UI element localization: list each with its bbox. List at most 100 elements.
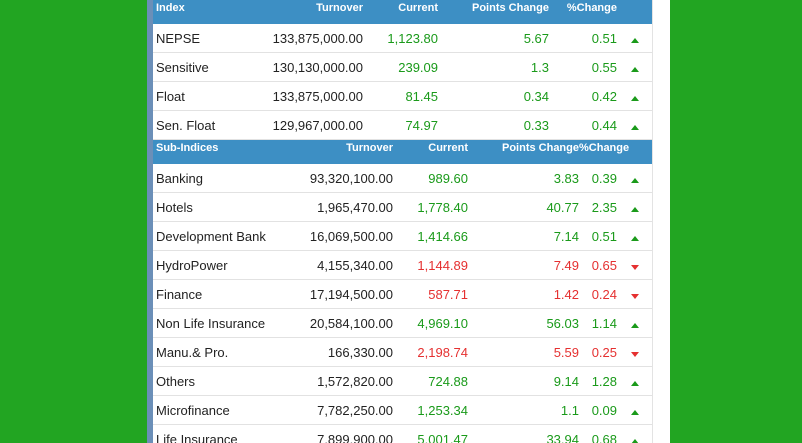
points-change-value: 5.59 (468, 337, 579, 367)
pct-change-value: 0.25 (579, 337, 617, 367)
index-name: Hotels (153, 192, 278, 222)
pct-change-value: 0.51 (579, 221, 617, 251)
table-row: Hotels 1,965,470.00 1,778.40 40.77 2.35 (153, 192, 652, 222)
pct-change-value: 0.39 (579, 164, 617, 193)
turnover-value: 93,320,100.00 (278, 164, 393, 193)
index-name: Sen. Float (153, 110, 248, 140)
pct-change-value: 0.65 (579, 250, 617, 280)
header-points-change: Points Change (468, 140, 579, 164)
sub-indices-table: Sub-Indices Turnover Current Points Chan… (153, 140, 652, 443)
pct-change-value: 0.44 (549, 110, 617, 140)
turnover-value: 20,584,100.00 (278, 308, 393, 338)
arrow-up-icon (630, 322, 639, 328)
table-row: Sen. Float 129,967,000.00 74.97 0.33 0.44 (153, 110, 652, 140)
index-name: Others (153, 366, 278, 396)
table-row: Banking 93,320,100.00 989.60 3.83 0.39 (153, 164, 652, 193)
turnover-value: 166,330.00 (278, 337, 393, 367)
table-row: Non Life Insurance 20,584,100.00 4,969.10 5… (153, 308, 652, 338)
arrow-up-icon (630, 438, 639, 443)
pct-change-value: 0.42 (549, 81, 617, 111)
index-table: Index Turnover Current Points Change %Ch… (153, 0, 652, 140)
index-name: Non Life Insurance (153, 308, 278, 338)
header-current: Current (363, 0, 438, 24)
current-value: 81.45 (363, 81, 438, 111)
pct-change-value: 0.55 (549, 52, 617, 82)
index-name: Float (153, 81, 248, 111)
current-value: 1,778.40 (393, 192, 468, 222)
pct-change-value: 0.24 (579, 279, 617, 309)
points-change-value: 7.49 (468, 250, 579, 280)
header-pct-change: %Change (579, 140, 629, 164)
pct-change-value: 0.68 (579, 424, 617, 443)
header-sub-indices: Sub-Indices (153, 140, 278, 164)
arrow-down-icon (630, 293, 639, 299)
turnover-value: 130,130,000.00 (248, 52, 363, 82)
arrow-down-icon (630, 351, 639, 357)
points-change-value: 5.67 (438, 24, 549, 53)
turnover-value: 4,155,340.00 (278, 250, 393, 280)
index-name: Sensitive (153, 52, 248, 82)
index-name: Finance (153, 279, 278, 309)
market-indices-panel: Index Turnover Current Points Change %Ch… (153, 0, 652, 443)
pct-change-value: 1.14 (579, 308, 617, 338)
pct-change-value: 0.09 (579, 395, 617, 425)
pct-change-value: 2.35 (579, 192, 617, 222)
turnover-value: 133,875,000.00 (248, 81, 363, 111)
header-turnover: Turnover (278, 140, 393, 164)
arrow-up-icon (630, 37, 639, 43)
current-value: 1,123.80 (363, 24, 438, 53)
turnover-value: 17,194,500.00 (278, 279, 393, 309)
current-value: 1,414.66 (393, 221, 468, 251)
current-value: 74.97 (363, 110, 438, 140)
table-row: Float 133,875,000.00 81.45 0.34 0.42 (153, 81, 652, 111)
turnover-value: 16,069,500.00 (278, 221, 393, 251)
turnover-value: 1,965,470.00 (278, 192, 393, 222)
arrow-up-icon (630, 95, 639, 101)
points-change-value: 40.77 (468, 192, 579, 222)
table-row: NEPSE 133,875,000.00 1,123.80 5.67 0.51 (153, 24, 652, 53)
turnover-value: 7,899,900.00 (278, 424, 393, 443)
header-turnover: Turnover (248, 0, 363, 24)
index-name: NEPSE (153, 24, 248, 53)
points-change-value: 9.14 (468, 366, 579, 396)
index-name: Life Insurance (153, 424, 278, 443)
points-change-value: 7.14 (468, 221, 579, 251)
current-value: 1,144.89 (393, 250, 468, 280)
table-row: Microfinance 7,782,250.00 1,253.34 1.1 0.09 (153, 395, 652, 425)
pct-change-value: 0.51 (549, 24, 617, 53)
arrow-up-icon (630, 409, 639, 415)
turnover-value: 133,875,000.00 (248, 24, 363, 53)
points-change-value: 56.03 (468, 308, 579, 338)
arrow-up-icon (630, 206, 639, 212)
table-row: HydroPower 4,155,340.00 1,144.89 7.49 0.65 (153, 250, 652, 280)
scrollbar-gutter[interactable] (652, 0, 670, 443)
turnover-value: 7,782,250.00 (278, 395, 393, 425)
header-current: Current (393, 140, 468, 164)
current-value: 5,001.47 (393, 424, 468, 443)
points-change-value: 0.33 (438, 110, 549, 140)
current-value: 239.09 (363, 52, 438, 82)
table-row: Others 1,572,820.00 724.88 9.14 1.28 (153, 366, 652, 396)
header-points-change: Points Change (438, 0, 549, 24)
index-name: Microfinance (153, 395, 278, 425)
table-row: Development Bank 16,069,500.00 1,414.66 7.1… (153, 221, 652, 251)
index-name: Banking (153, 164, 278, 193)
table-row: Manu.& Pro. 166,330.00 2,198.74 5.59 0.25 (153, 337, 652, 367)
points-change-value: 0.34 (438, 81, 549, 111)
header-index: Index (153, 0, 248, 24)
current-value: 989.60 (393, 164, 468, 193)
points-change-value: 1.42 (468, 279, 579, 309)
arrow-up-icon (630, 177, 639, 183)
points-change-value: 1.3 (438, 52, 549, 82)
pct-change-value: 1.28 (579, 366, 617, 396)
header-pct-change: %Change (549, 0, 617, 24)
table-row: Finance 17,194,500.00 587.71 1.42 0.24 (153, 279, 652, 309)
turnover-value: 129,967,000.00 (248, 110, 363, 140)
table-row: Life Insurance 7,899,900.00 5,001.47 33.94 0… (153, 424, 652, 443)
points-change-value: 33.94 (468, 424, 579, 443)
current-value: 2,198.74 (393, 337, 468, 367)
turnover-value: 1,572,820.00 (278, 366, 393, 396)
arrow-up-icon (630, 380, 639, 386)
index-name: HydroPower (153, 250, 278, 280)
points-change-value: 1.1 (468, 395, 579, 425)
